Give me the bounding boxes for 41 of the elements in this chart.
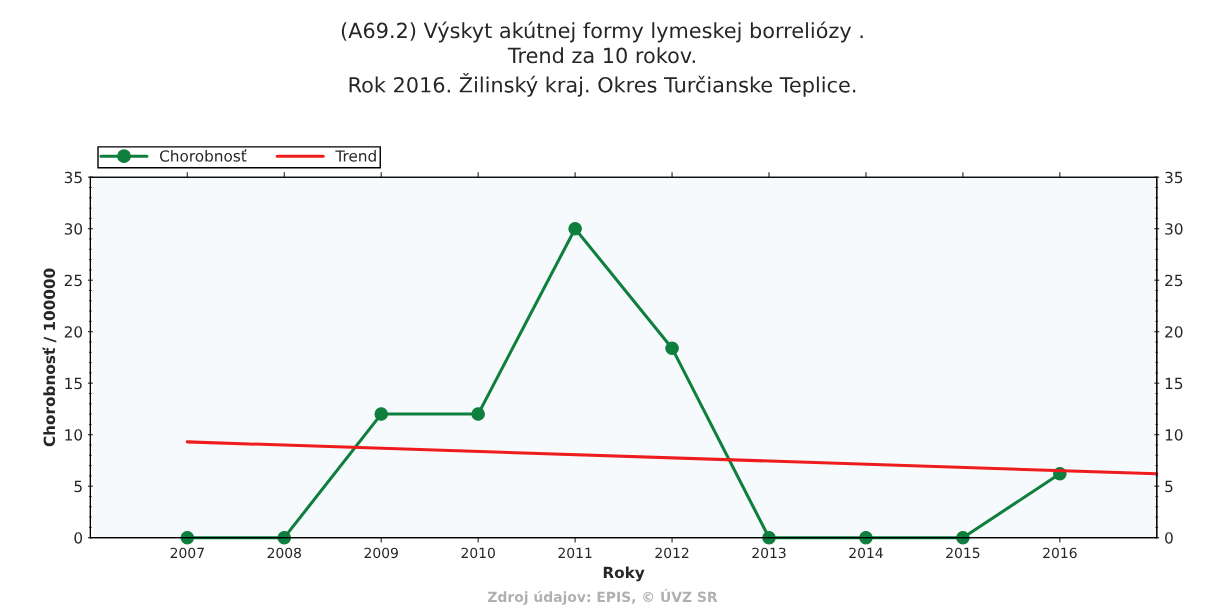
x-tick-label: 2014 — [849, 547, 883, 559]
y-tick-label: 15 — [65, 377, 82, 390]
chart-title: (A69.2) Výskyt akútnej formy lymeskej borreliózy . Trend za 10 rokov. Rok 2016. Žilinský kraj. Okres Turčianske Teplice. — [341, 21, 863, 97]
point — [956, 530, 970, 545]
point — [762, 530, 776, 545]
y2-tick-label: 35 — [1165, 171, 1183, 184]
point — [859, 530, 873, 545]
legend-label: Chorobnosť — [159, 149, 247, 162]
y2-tick-label: 30 — [1165, 223, 1183, 235]
legend-label: Trend — [335, 149, 376, 162]
y2-tick-label: 5 — [1165, 480, 1173, 493]
point — [277, 530, 292, 545]
y-tick-label: 35 — [64, 171, 82, 184]
y2-tick-label: 0 — [1165, 532, 1173, 544]
y-tick-label: 5 — [74, 480, 82, 493]
point — [374, 407, 388, 421]
x-tick-label: 2008 — [267, 547, 301, 559]
x-axis-title: Roky — [603, 566, 645, 582]
point — [568, 221, 582, 236]
y-tick-label: 20 — [64, 326, 83, 338]
x-tick-label: 2015 — [946, 547, 980, 559]
point — [180, 530, 195, 545]
y2-tick-label: 10 — [1165, 429, 1183, 441]
x-tick-label: 2016 — [1043, 547, 1077, 559]
y2-tick-label: 20 — [1165, 326, 1183, 338]
y-tick-label: 25 — [64, 274, 82, 287]
point — [471, 407, 485, 421]
y2-tick-label: 25 — [1165, 274, 1183, 287]
x-tick-label: 2010 — [461, 547, 495, 559]
x-tick-label: 2013 — [752, 547, 786, 559]
x-tick-label: 2009 — [364, 547, 398, 559]
point — [665, 341, 679, 355]
y-tick-label: 0 — [74, 532, 83, 544]
y-tick-label: 30 — [64, 223, 83, 235]
y2-tick-label: 15 — [1165, 377, 1183, 390]
y-axis-title: Chorobnosť / 100000 — [42, 268, 57, 447]
x-tick-label: 2007 — [170, 547, 204, 559]
x-tick-label: 2012 — [655, 547, 689, 559]
y-tick-label: 10 — [65, 429, 83, 441]
text: Zdroj údajov: EPIS, © ÚVZ SR — [488, 589, 718, 605]
x-tick-label: 2011 — [558, 547, 592, 559]
